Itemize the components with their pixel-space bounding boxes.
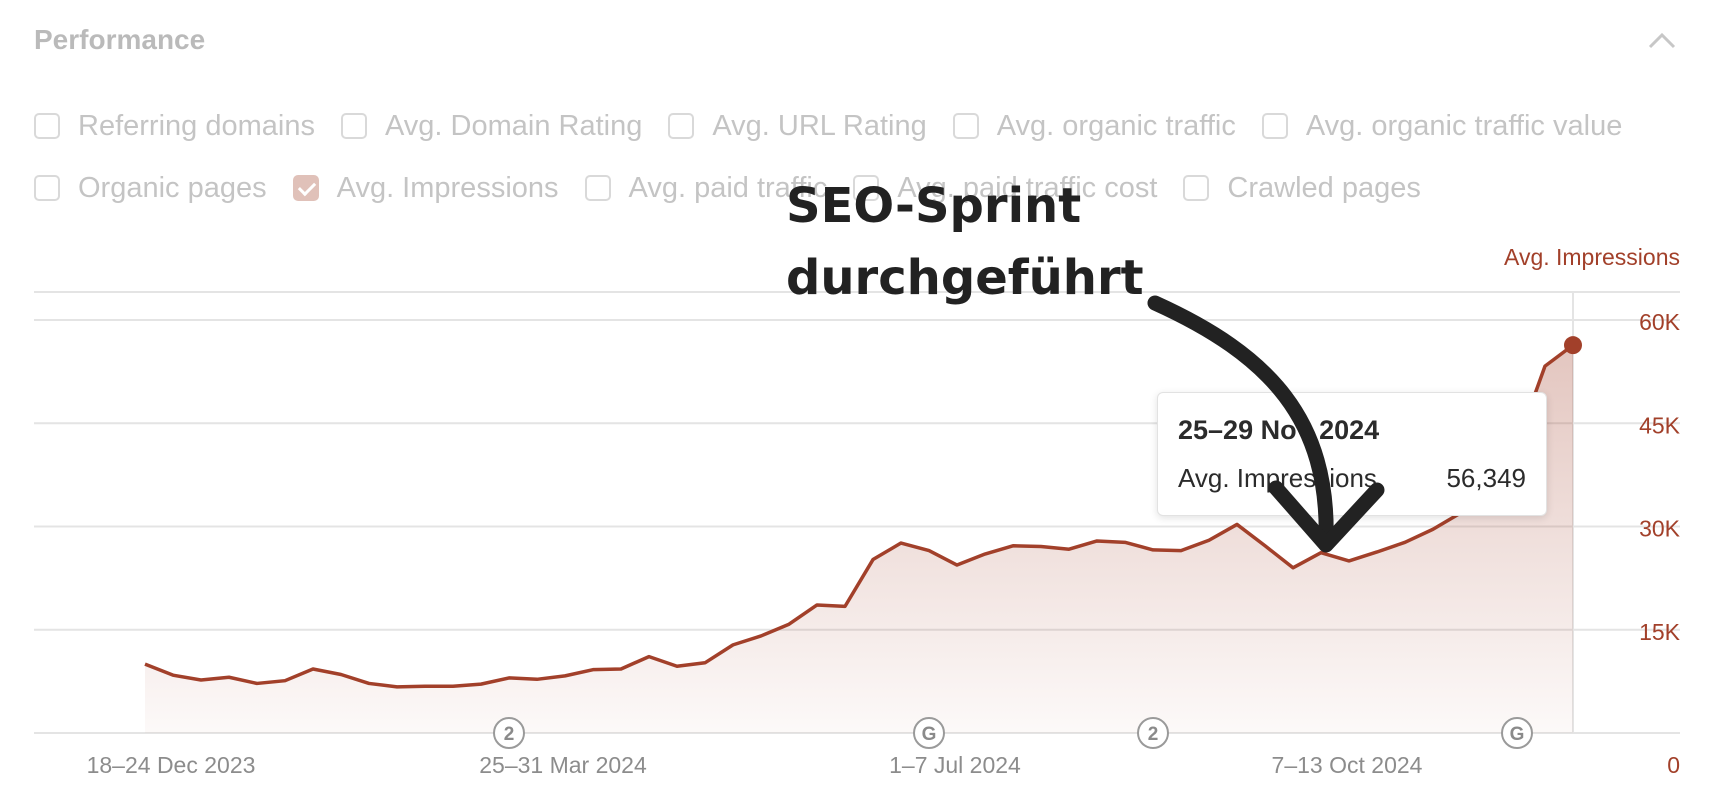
metric-label: Avg. organic traffic [996,109,1236,142]
y-tick-label: 30K [1639,516,1681,542]
metric-avg-organic-traffic[interactable]: Avg. organic traffic [952,109,1236,143]
checkbox[interactable] [1183,175,1210,201]
annotation-line-2: durchgeführt [786,250,1144,306]
metric-referring-domains[interactable]: Referring domains [34,110,315,143]
metric-label: Avg. Impressions [336,171,559,204]
metric-label: Avg. organic traffic value [1305,109,1623,142]
tooltip-metric-value: 56,349 [1446,463,1526,493]
annotation-line-1: SEO-Sprint [786,178,1082,234]
event-marker-circle [493,717,525,749]
checkbox[interactable] [1261,113,1288,139]
tooltip-metric-label: Avg. Impressions [1178,463,1377,493]
hover-point [1564,336,1582,355]
metric-avg-domain-rating[interactable]: Avg. Domain Rating [340,109,643,143]
series-area [145,345,1573,733]
y-tick-label: 45K [1639,412,1681,438]
event-marker-label: G [1510,724,1525,745]
series-line [144,343,1575,689]
metric-label: Organic pages [78,171,267,204]
chart-tooltip: 25–29 Nov 2024 Avg. Impressions 56,349 [1157,392,1547,516]
y-tick-label: 60K [1639,309,1681,335]
metric-label: Avg. paid traffic [628,171,828,204]
checkbox[interactable] [292,175,319,201]
event-marker[interactable]: 2 [1137,717,1169,749]
y-axis-title: Avg. Impressions [1504,244,1680,270]
metric-label: Crawled pages [1227,171,1421,204]
tooltip-date: 25–29 Nov 2024 [1178,415,1380,445]
event-marker-label: 2 [1148,724,1159,745]
checkbox[interactable] [668,113,695,139]
event-marker-circle [913,717,945,749]
event-marker-circle [1501,717,1533,749]
metric-crawled-pages[interactable]: Crawled pages [1183,171,1421,205]
metric-label: Referring domains [78,109,315,142]
chevron-up-icon[interactable] [1648,30,1676,50]
metric-avg-organic-traffic-value[interactable]: Avg. organic traffic value [1261,109,1623,143]
event-marker[interactable]: G [913,717,945,749]
metric-selector-row-1: Referring domains Avg. Domain Rating Avg. … [34,106,1648,146]
metric-avg-url-rating[interactable]: Avg. URL Rating [668,109,927,143]
annotation-text: SEO-Sprint durchgeführt [786,170,1206,314]
metric-organic-pages[interactable]: Organic pages [34,172,267,205]
event-marker-label: G [922,724,937,745]
metric-label: Avg. Domain Rating [384,109,643,142]
checkbox[interactable] [340,113,367,139]
metric-label: Avg. URL Rating [712,109,927,142]
metric-avg-paid-traffic[interactable]: Avg. paid traffic [584,171,828,205]
panel-title: Performance [34,24,206,55]
checkbox[interactable] [584,175,611,201]
metric-selector-row-2: Organic pages Avg. Impressions Avg. paid t… [34,168,1447,208]
x-tick-label: 25–31 Mar 2024 [479,752,647,778]
checkbox[interactable] [853,175,880,201]
event-marker-circle [1137,717,1169,749]
metric-avg-impressions[interactable]: Avg. Impressions [292,171,559,205]
y-tick-label: 15K [1639,619,1681,645]
checkbox[interactable] [34,175,60,201]
checkbox[interactable] [952,113,979,139]
event-marker-label: 2 [504,724,515,745]
y-tick-label: 0 [1667,752,1680,778]
event-marker[interactable]: 2 [493,717,525,749]
x-tick-label: 7–13 Oct 2024 [1272,752,1423,778]
x-tick-label: 18–24 Dec 2023 [87,752,256,778]
checkbox[interactable] [34,113,60,139]
metric-avg-paid-traffic-cost[interactable]: Avg. paid traffic cost [853,172,1157,205]
metric-label: Avg. paid traffic cost [897,171,1158,204]
event-marker[interactable]: G [1501,717,1533,749]
x-tick-label: 1–7 Jul 2024 [889,752,1021,778]
